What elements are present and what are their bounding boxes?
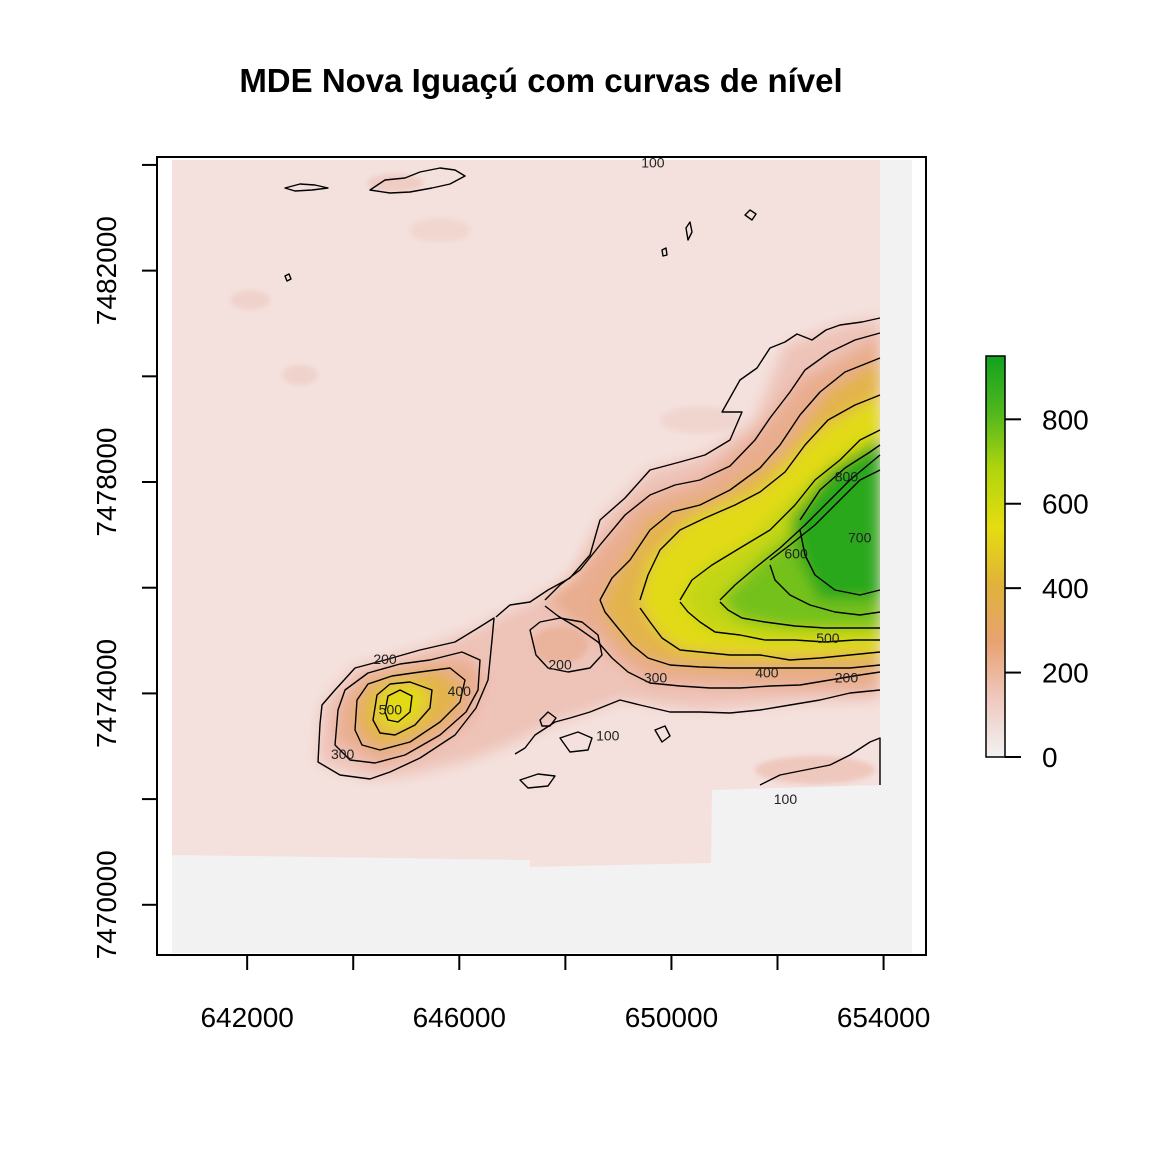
elevation-raster	[172, 160, 880, 867]
contour-label: 700	[848, 530, 872, 546]
x-axis: 642000 646000 650000 654000	[200, 955, 930, 1033]
contour-100-island	[369, 167, 466, 194]
contour-label: 100	[596, 728, 620, 744]
contour-label: 300	[644, 670, 668, 686]
contour-200	[544, 332, 881, 601]
y-tick-label: 7474000	[91, 639, 122, 748]
colorbar: 0 200 400 600 800	[985, 355, 1089, 773]
colorbar-gradient	[985, 355, 1006, 758]
contour-100-south	[759, 737, 881, 786]
contour-200	[334, 651, 481, 764]
contour-700	[769, 564, 881, 616]
raster-hill	[755, 756, 875, 784]
y-tick-label: 7482000	[91, 216, 122, 325]
colorbar-tick-label: 200	[1042, 658, 1089, 689]
contour-200-hill	[529, 617, 603, 673]
contour-label: 500	[379, 701, 403, 717]
contour-100-island	[519, 773, 556, 789]
contour-600	[719, 454, 881, 601]
contour-700	[769, 469, 881, 561]
raster-hill	[230, 290, 270, 310]
contour-200	[544, 605, 881, 689]
contour-300	[599, 357, 881, 601]
contour-400	[639, 607, 881, 661]
raster-hill	[282, 365, 318, 385]
x-tick-label: 654000	[837, 1002, 930, 1033]
contour-label: 100	[774, 791, 798, 807]
contour-100-island	[685, 221, 693, 241]
colorbar-tick-label: 600	[1042, 489, 1089, 520]
raster-hill	[410, 218, 470, 242]
contour-300	[599, 599, 881, 669]
x-tick-label: 646000	[413, 1002, 506, 1033]
contour-100-island	[284, 183, 329, 192]
contour-100-island	[661, 247, 668, 257]
contour-800	[799, 444, 881, 521]
contour-100-island	[744, 209, 757, 221]
colorbar-tick-label: 800	[1042, 404, 1089, 435]
contour-800	[799, 529, 881, 596]
contour-label: 200	[373, 651, 397, 667]
contour-400	[372, 681, 433, 736]
contour-label: 400	[448, 683, 472, 699]
raster-hill	[532, 627, 588, 663]
contour-300	[354, 667, 466, 751]
contour-label: 400	[755, 664, 779, 680]
contour-label: 200	[548, 656, 572, 672]
contour-500	[679, 601, 880, 643]
contour-lines	[284, 167, 881, 789]
contour-label: 200	[835, 670, 859, 686]
contour-label: 100	[641, 154, 665, 170]
x-tick-label: 650000	[625, 1002, 718, 1033]
contour-500	[679, 429, 881, 601]
contour-100-island	[284, 273, 292, 282]
plot-frame	[156, 156, 927, 956]
colorbar-tick-label: 0	[1042, 742, 1058, 773]
contour-label: 300	[331, 746, 355, 762]
contour-100	[317, 617, 495, 780]
contour-600	[719, 601, 880, 629]
contour-100-island	[654, 725, 671, 743]
contour-label: 800	[835, 469, 859, 485]
colorbar-tick-label: 400	[1042, 573, 1089, 604]
x-tick-label: 642000	[200, 1002, 293, 1033]
y-tick-label: 7470000	[91, 850, 122, 959]
contour-400	[639, 394, 881, 601]
y-tick-label: 7478000	[91, 428, 122, 537]
y-axis: 7470000 7474000 7478000 7482000	[91, 163, 157, 959]
chart-title: MDE Nova Iguaçú com curvas de nível	[239, 62, 842, 99]
raster-level-400	[373, 395, 880, 732]
raster-hill	[660, 406, 740, 434]
raster-hill	[367, 174, 423, 192]
raster-level-800	[790, 440, 880, 600]
contour-labels: 100 200 400 500 300 200 100 300 400 200 500 600 700 8…	[331, 154, 872, 807]
colorbar-ticks: 0 200 400 600 800	[1005, 404, 1089, 773]
contour-100-island	[539, 711, 557, 727]
contour-label: 500	[816, 630, 840, 646]
contour-100-island	[559, 731, 593, 753]
contour-label: 600	[784, 545, 808, 561]
contour-500	[384, 689, 413, 723]
